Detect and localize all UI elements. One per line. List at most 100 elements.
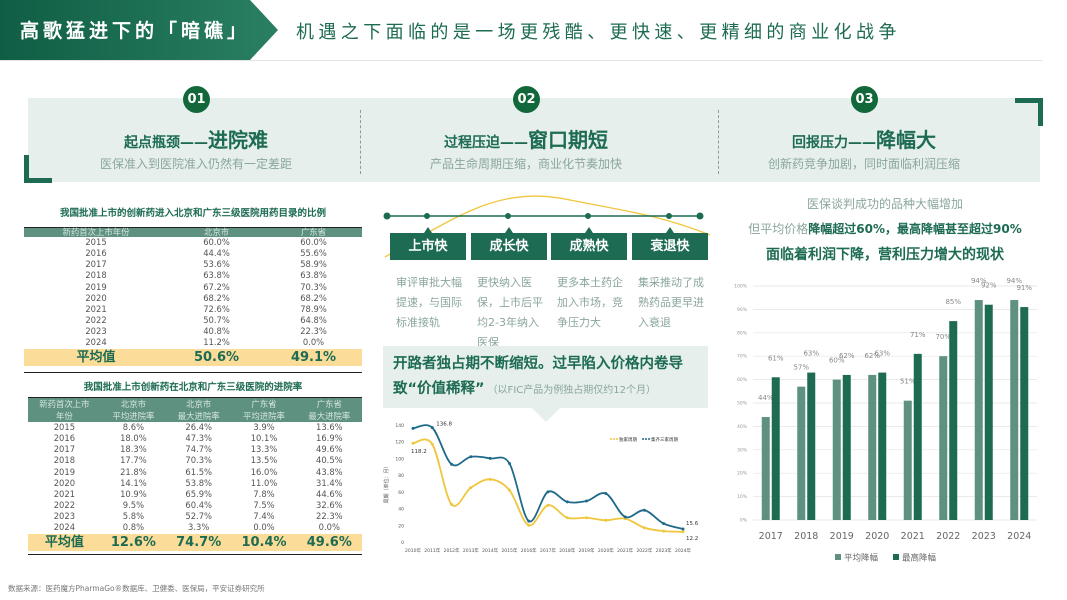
data-point	[450, 502, 454, 506]
page-title: 高歌猛进下的「暗礁」	[20, 20, 251, 42]
table-cell: 2020	[85, 292, 107, 303]
data-point	[662, 522, 666, 526]
table-cell: 22.3%	[300, 326, 327, 337]
table-cell: 13.3%	[250, 444, 278, 455]
lifecycle-timeline	[383, 195, 710, 258]
bar	[842, 374, 851, 520]
table-cell: 2021	[85, 303, 107, 314]
legend-label: 平均降幅	[844, 553, 879, 564]
data-point	[411, 426, 415, 430]
right-text-2b: 降幅超过60%，最高降幅甚至超过90%	[808, 222, 1022, 236]
y-tick-label: 0%	[740, 518, 748, 524]
timeline-dot	[585, 213, 591, 219]
data-point	[507, 461, 511, 465]
table1: 新药首次上市年份 北京市 广东省 2015 60.0% 60.0% 2016 44.4% 55.…	[24, 228, 362, 366]
column-header-line: 北京市	[186, 399, 212, 409]
table-header-row: 新药首次上市年份 北京市 广东省	[24, 228, 362, 237]
legend-label: 集齐三家周期	[651, 436, 678, 443]
bar	[832, 379, 841, 520]
data-label: 61%	[768, 354, 784, 362]
table-cell: 9.5%	[122, 500, 145, 511]
step-number-badge: 02	[513, 86, 540, 113]
data-label: 118.2	[411, 449, 427, 455]
data-point	[527, 519, 531, 523]
table-cell: 0.0%	[253, 522, 275, 533]
stage-description: 审评审批大幅提速，与国际标准接轨	[396, 276, 462, 329]
bar	[1010, 300, 1019, 520]
table-cell: 17.7%	[120, 455, 147, 466]
right-text-2: 但平均价格降幅超过60%，最高降幅甚至超过90%	[725, 220, 1045, 237]
average-cell: 49.1%	[265, 348, 362, 366]
table-cell: 32.6%	[316, 500, 343, 511]
table-cell: 2018	[85, 270, 107, 281]
table-cell: 16.0%	[250, 466, 278, 477]
table-row: 2015 60.0% 60.0%	[24, 237, 362, 248]
data-point	[662, 529, 666, 533]
table-row: 2024 0.8% 3.3% 0.0% 0.0%	[28, 522, 362, 533]
x-tick-label: 2021年	[617, 547, 633, 554]
table-row: 2016 44.4% 55.6%	[24, 248, 362, 259]
timeline-dot	[383, 212, 391, 220]
lifecycle-curve	[384, 195, 710, 258]
data-label: 136.8	[436, 422, 452, 428]
table-cell: 64.8%	[300, 315, 327, 326]
data-point	[681, 527, 685, 531]
table-cell: 22.3%	[316, 511, 343, 522]
column-header-line: 广东省	[316, 399, 342, 409]
pillar-title-keyword: 窗口期短	[528, 128, 608, 152]
table-cell: 53.6%	[203, 259, 230, 270]
x-tick-label: 2021	[901, 531, 925, 542]
table-cell: 74.7%	[185, 444, 212, 455]
average-cell: 49.6%	[296, 533, 362, 551]
series-line-0	[412, 438, 684, 533]
table2-title: 我国批准上市创新药在北京和广东三级医院的进院率	[83, 382, 303, 393]
y-tick-label: 40	[398, 507, 404, 513]
pillar-title-prefix: 回报压力——	[792, 135, 876, 151]
table-cell: 3.3%	[188, 522, 210, 533]
table-cell: 49.6%	[316, 444, 343, 455]
y-axis-label: 周期（单位：月）	[383, 463, 390, 503]
table-row: 2022 50.7% 64.8%	[24, 315, 362, 326]
callout-box: 开路者独占期不断缩短。过早陷入价格内卷导致“价值稀释” （以FIC产品为例独占期仅…	[383, 346, 708, 408]
bar	[974, 300, 983, 520]
data-point	[469, 486, 473, 490]
data-label: 71%	[910, 331, 926, 339]
y-tick-label: 20%	[737, 471, 748, 477]
bar	[984, 304, 993, 520]
data-point	[604, 492, 608, 496]
column-header-line: 最大进院率	[308, 411, 351, 421]
table-row: 2017 53.6% 58.9%	[24, 259, 362, 270]
data-label: 62%	[864, 352, 880, 360]
data-label: 92%	[981, 282, 997, 290]
legend-swatch	[893, 554, 899, 560]
y-tick-label: 100	[395, 456, 404, 462]
right-text-1: 医保谈判成功的品种大幅增加	[806, 197, 963, 211]
source-note: 数据来源：医药魔方PharmaGo®数据库、卫健委、医保局，平安证券研究所	[8, 584, 265, 593]
bar	[1020, 307, 1029, 520]
data-label: 91%	[1016, 284, 1032, 292]
column-header-line: 新药首次上市	[39, 399, 90, 409]
pillar-subtitle: 创新药竞争加剧，同时面临利润压缩	[767, 157, 960, 171]
data-label: 94%	[1006, 277, 1022, 285]
data-point	[623, 515, 627, 519]
table-cell: 2021	[53, 488, 76, 499]
table-cell: 53.8%	[185, 477, 212, 488]
data-point	[565, 516, 569, 520]
table-cell: 70.3%	[300, 281, 327, 292]
callout-pointer	[532, 408, 560, 422]
table-header-row: 新药首次上市 年份 北京市 平均进院率 北京市 最大进院率 广东省 平均进院率 广东省 最大进院率	[28, 398, 362, 422]
pillar-title: 起点瓶颈——进院难	[31, 124, 361, 153]
timeline-dot	[696, 212, 704, 220]
x-tick-label: 2016年	[521, 547, 537, 554]
pillar-title-keyword: 降幅大	[876, 128, 936, 152]
table-cell: 11.2%	[203, 337, 230, 348]
x-tick-label: 2015年	[501, 547, 517, 554]
corner-bracket	[24, 155, 52, 183]
page-subtitle: 机遇之下面临的是一场更残酷、更快速、更精细的商业化战争	[296, 22, 901, 43]
column-header: 北京市 平均进院率	[100, 398, 167, 422]
pillar-title-prefix: 起点瓶颈——	[124, 135, 208, 151]
corner-bracket	[1015, 98, 1043, 126]
table-cell: 2022	[85, 315, 107, 326]
table-cell: 78.9%	[300, 303, 327, 314]
